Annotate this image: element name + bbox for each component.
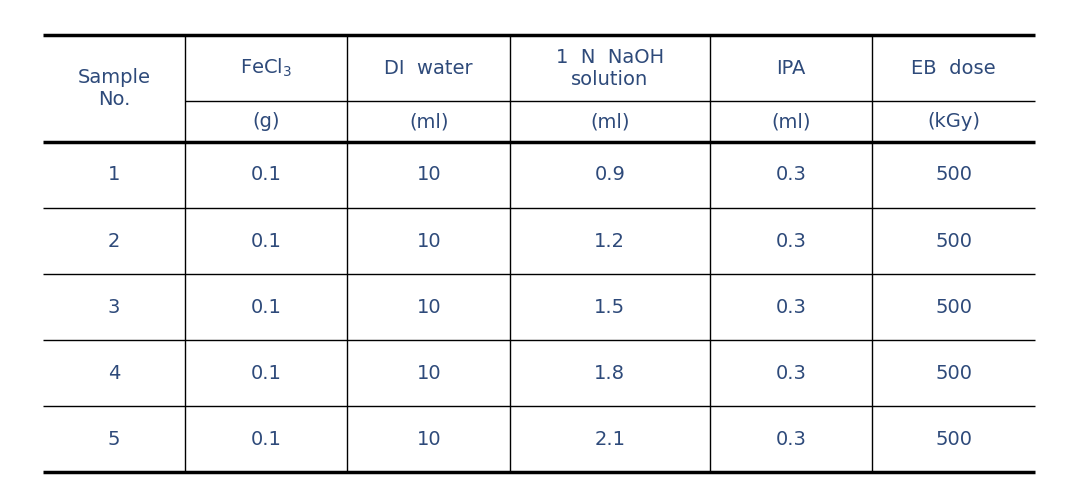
Text: 500: 500 (935, 298, 972, 317)
Text: 1.2: 1.2 (594, 232, 625, 250)
Text: 10: 10 (416, 298, 441, 317)
Text: 1.8: 1.8 (594, 364, 625, 383)
Text: 10: 10 (416, 429, 441, 449)
Text: 5: 5 (108, 429, 121, 449)
Text: 0.3: 0.3 (775, 232, 806, 250)
Text: (ml): (ml) (590, 112, 630, 131)
Text: FeCl$_3$: FeCl$_3$ (240, 57, 292, 79)
Text: 500: 500 (935, 232, 972, 250)
Text: 3: 3 (108, 298, 120, 317)
Text: 1  N  NaOH
solution: 1 N NaOH solution (556, 48, 664, 88)
Text: EB  dose: EB dose (911, 59, 996, 78)
Text: (g): (g) (252, 112, 280, 131)
Text: 500: 500 (935, 429, 972, 449)
Text: 0.3: 0.3 (775, 429, 806, 449)
Text: 0.1: 0.1 (251, 298, 281, 317)
Text: 0.3: 0.3 (775, 298, 806, 317)
Text: 0.1: 0.1 (251, 364, 281, 383)
Text: (kGy): (kGy) (927, 112, 980, 131)
Text: 0.3: 0.3 (775, 166, 806, 184)
Text: 4: 4 (108, 364, 120, 383)
Text: (ml): (ml) (409, 112, 448, 131)
Text: IPA: IPA (776, 59, 805, 78)
Text: 0.1: 0.1 (251, 232, 281, 250)
Text: 0.3: 0.3 (775, 364, 806, 383)
Text: 10: 10 (416, 166, 441, 184)
Text: 10: 10 (416, 232, 441, 250)
Text: 500: 500 (935, 364, 972, 383)
Text: Sample
No.: Sample No. (78, 68, 151, 109)
Text: DI  water: DI water (385, 59, 473, 78)
Text: 1: 1 (108, 166, 120, 184)
Text: 0.1: 0.1 (251, 166, 281, 184)
Text: 10: 10 (416, 364, 441, 383)
Text: (ml): (ml) (771, 112, 811, 131)
Text: 0.9: 0.9 (594, 166, 625, 184)
Text: 500: 500 (935, 166, 972, 184)
Text: 0.1: 0.1 (251, 429, 281, 449)
Text: 2.1: 2.1 (594, 429, 625, 449)
Text: 2: 2 (108, 232, 120, 250)
Text: 1.5: 1.5 (594, 298, 625, 317)
